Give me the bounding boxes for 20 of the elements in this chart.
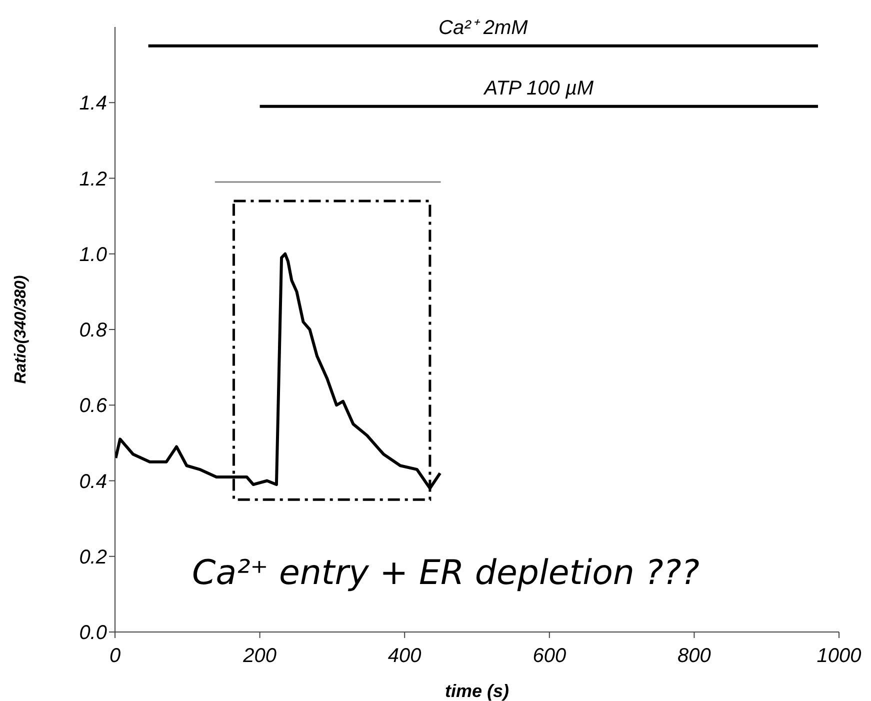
- x-axis-title: time (s): [444, 681, 510, 701]
- y-tick-label: 0.2: [79, 546, 107, 568]
- y-tick-label: 0.0: [79, 622, 107, 644]
- annotation: Ca²⁺ entry + ER depletion ???: [192, 553, 700, 593]
- y-tick-label: 0.6: [79, 395, 108, 418]
- x-tick-label: 1000: [816, 645, 862, 668]
- x-tick-label: 800: [678, 645, 711, 668]
- y-axis-title: Ratio(340/380): [12, 275, 30, 384]
- series-label: ATP 100 µM: [483, 77, 594, 100]
- x-tick-label: 400: [388, 645, 422, 668]
- y-tick-label: 0.8: [79, 320, 107, 342]
- y-tick-label: 1.0: [79, 244, 107, 266]
- series-label: Ca²⁺ 2mM: [438, 16, 528, 39]
- x-tick-label: 0: [109, 645, 121, 668]
- x-tick-label: 600: [532, 645, 566, 668]
- x-tick-label: 200: [242, 645, 276, 668]
- y-tick-label: 1.2: [79, 168, 107, 190]
- y-tick-label: 1.4: [79, 92, 107, 115]
- line-series: [115, 252, 442, 490]
- y-tick-label: 0.4: [79, 470, 107, 493]
